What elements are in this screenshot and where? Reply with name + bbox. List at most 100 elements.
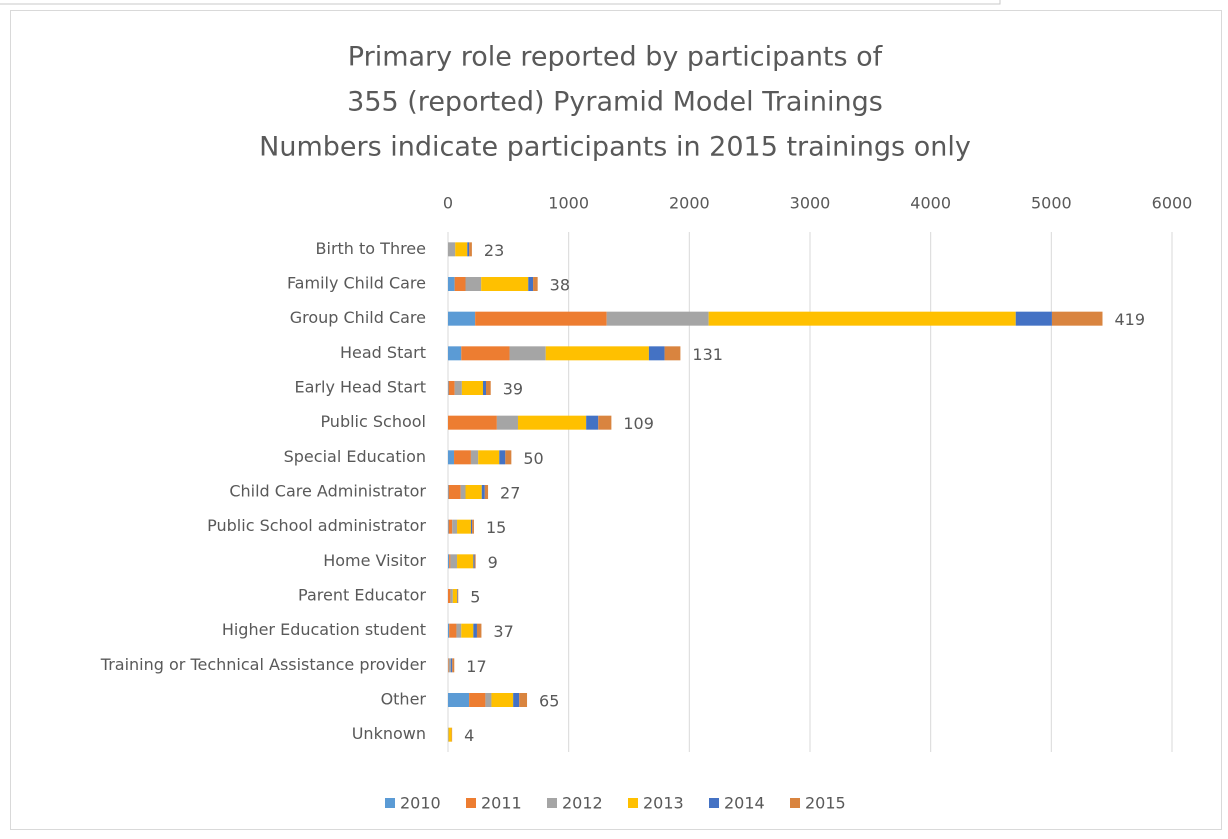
bar-segment — [1016, 312, 1052, 326]
legend-swatch — [790, 798, 800, 808]
chart-title: 355 (reported) Pyramid Model Trainings — [347, 87, 883, 118]
y-tick-label: Other — [381, 690, 427, 709]
bar-segment — [518, 416, 586, 430]
bar-segment — [510, 346, 546, 360]
bar-segment — [457, 589, 458, 603]
x-tick-label: 0 — [443, 194, 453, 213]
bar-segment — [475, 554, 476, 568]
y-tick-label: Early Head Start — [295, 378, 427, 397]
bar-segment — [475, 312, 607, 326]
bar-segment — [448, 346, 461, 360]
bar-segment — [448, 416, 497, 430]
data-label: 9 — [488, 553, 498, 572]
bar-segment — [519, 693, 527, 707]
legend-label: 2012 — [562, 794, 603, 813]
bar-segment — [477, 624, 481, 638]
bar-segment — [485, 485, 488, 499]
bar-segment — [483, 381, 486, 395]
bar-segment — [598, 416, 611, 430]
bar-segment — [449, 554, 450, 568]
bar-segment — [456, 624, 461, 638]
x-tick-label: 5000 — [1031, 194, 1072, 213]
bar-segment — [448, 277, 455, 291]
bar-segment — [449, 520, 453, 534]
x-tick-label: 6000 — [1152, 194, 1193, 213]
bar-segment — [472, 520, 474, 534]
bar-segment — [455, 242, 467, 256]
legend-swatch — [385, 798, 395, 808]
bar-segment — [471, 450, 478, 464]
bar-segment — [482, 485, 485, 499]
legend-swatch — [547, 798, 557, 808]
x-tick-label: 4000 — [910, 194, 951, 213]
bar-segment — [448, 450, 454, 464]
legend-label: 2011 — [481, 794, 522, 813]
bar-segment — [452, 520, 457, 534]
y-tick-label: Public School — [320, 412, 426, 431]
bar-segment — [528, 277, 533, 291]
bar-segment — [455, 381, 462, 395]
bar-segment — [469, 693, 485, 707]
bar-segment — [478, 450, 499, 464]
bar-segment — [709, 312, 1016, 326]
data-label: 5 — [470, 588, 480, 607]
y-tick-label: Training or Technical Assistance provide… — [100, 655, 427, 674]
bar-segment — [1052, 312, 1103, 326]
bar-segment — [462, 381, 483, 395]
bar-segment — [449, 381, 455, 395]
data-label: 38 — [550, 276, 570, 295]
data-label: 27 — [500, 484, 520, 503]
bar-segment — [448, 242, 455, 256]
y-tick-label: Unknown — [352, 724, 426, 743]
y-tick-label: Public School administrator — [207, 516, 426, 535]
data-label: 419 — [1114, 310, 1145, 329]
legend-swatch — [466, 798, 476, 808]
data-label: 15 — [486, 518, 506, 537]
bar-segment — [461, 485, 466, 499]
bar-segment — [450, 589, 452, 603]
bar-segment — [457, 554, 473, 568]
bar-segment — [546, 346, 649, 360]
bar-segment — [448, 693, 469, 707]
y-tick-label: Group Child Care — [290, 308, 426, 327]
bar-segment — [649, 346, 665, 360]
bar-segment — [467, 242, 469, 256]
bar-segment — [451, 658, 452, 672]
bar-segment — [448, 554, 449, 568]
legend-label: 2010 — [400, 794, 441, 813]
legend-swatch — [709, 798, 719, 808]
legend-label: 2013 — [643, 794, 684, 813]
bar-segment — [453, 589, 457, 603]
legend-swatch — [628, 798, 638, 808]
legend-label: 2014 — [724, 794, 765, 813]
bar-segment — [452, 658, 454, 672]
bar-segment — [458, 589, 459, 603]
data-label: 65 — [539, 692, 559, 711]
y-tick-label: Higher Education student — [222, 620, 426, 639]
x-tick-label: 2000 — [669, 194, 710, 213]
bar-segment — [465, 277, 481, 291]
bar-segment — [533, 277, 538, 291]
bar-segment — [448, 485, 449, 499]
bar-segment — [449, 658, 451, 672]
bar-segment — [448, 589, 450, 603]
bar-segment — [461, 346, 509, 360]
bar-segment — [449, 624, 456, 638]
bar-segment — [486, 381, 491, 395]
bar-segment — [454, 450, 471, 464]
data-label: 109 — [623, 414, 654, 433]
bar-segment — [499, 450, 505, 464]
data-label: 17 — [466, 657, 486, 676]
bar-segment — [586, 416, 598, 430]
bar-segment — [469, 242, 472, 256]
bar-segment — [448, 658, 449, 672]
legend-label: 2015 — [805, 794, 846, 813]
x-tick-label: 3000 — [790, 194, 831, 213]
y-tick-label: Home Visitor — [323, 551, 426, 570]
bar-segment — [448, 520, 449, 534]
y-tick-label: Family Child Care — [287, 274, 426, 293]
bar-segment — [448, 624, 449, 638]
bar-segment — [481, 277, 528, 291]
